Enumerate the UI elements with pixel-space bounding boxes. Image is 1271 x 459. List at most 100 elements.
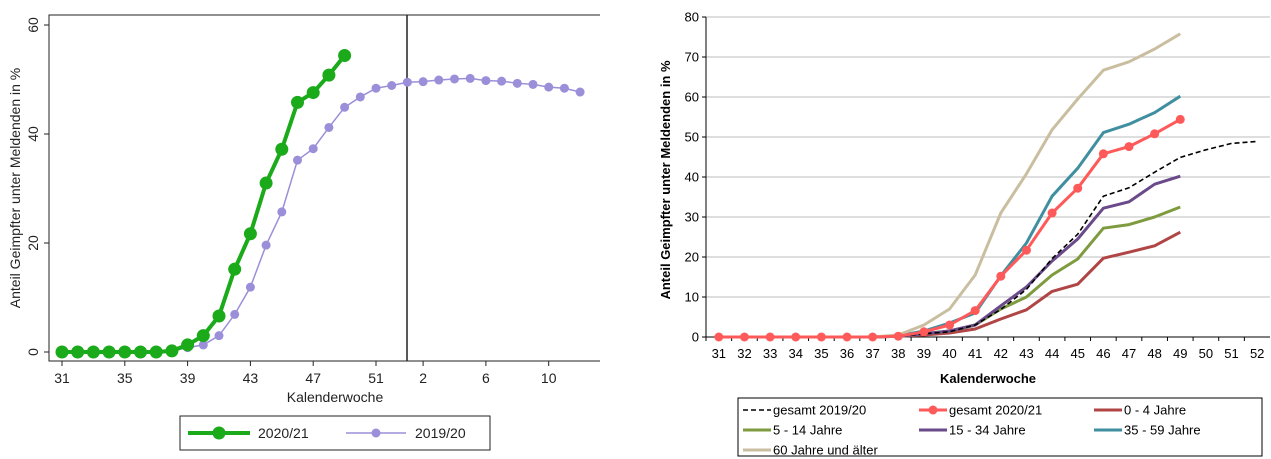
data-point-2020-21 <box>55 345 69 359</box>
data-point-gesamt-2020-21 <box>996 271 1006 281</box>
right-y-axis-title: Anteil Geimpfter unter Meldenden in % <box>658 60 673 300</box>
right-x-tick-label: 34 <box>788 346 802 361</box>
right-x-tick-label: 43 <box>1019 346 1033 361</box>
data-point-2020-21 <box>134 345 147 359</box>
data-point-gesamt-2020-21 <box>1175 114 1185 124</box>
data-point-2020-21 <box>291 95 304 109</box>
left-x-tick-label: 51 <box>368 370 384 386</box>
right-x-tick-label: 31 <box>712 346 726 361</box>
right-grid <box>705 16 1270 338</box>
data-point-gesamt-2020-21 <box>868 332 878 342</box>
right-y-tick-label: 20 <box>685 250 699 265</box>
right-y-tick-label: 70 <box>685 50 699 65</box>
data-point-gesamt-2020-21 <box>1098 149 1108 159</box>
data-point-gesamt-2020-21 <box>791 332 801 342</box>
left-legend: 2020/21 2019/20 <box>188 425 466 441</box>
right-x-tick-label: 40 <box>942 346 956 361</box>
data-point-2020-21 <box>196 329 210 343</box>
data-point-gesamt-2020-21 <box>1021 245 1031 255</box>
data-point-gesamt-2020-21 <box>714 332 724 342</box>
right-y-tick-label: 40 <box>685 170 699 185</box>
right-y-tick-label: 80 <box>685 10 699 25</box>
data-point-gesamt-2020-21 <box>970 306 980 316</box>
data-point-2020-21 <box>86 345 100 359</box>
right-legend-marker <box>928 405 938 415</box>
data-point-2019-20 <box>230 309 240 319</box>
right-x-axis: 31 32 33 34 35 36 37 38 39 40 41 42 43 44 45 46 47 48 49 50… <box>705 337 1264 361</box>
right-x-tick-label: 39 <box>917 346 931 361</box>
right-x-tick-label: 50 <box>1199 346 1213 361</box>
data-point-2020-21 <box>181 338 195 352</box>
right-y-tick-label: 0 <box>692 330 699 345</box>
left-x-axis: 31 35 39 43 47 51 2 6 10 <box>54 361 557 386</box>
data-point-gesamt-2020-21 <box>1047 208 1057 218</box>
left-x-tick-label: 10 <box>541 370 557 386</box>
data-point-2020-21 <box>322 68 336 82</box>
data-point-2019-20 <box>481 76 491 86</box>
data-point-2019-20 <box>387 80 397 90</box>
right-x-tick-label: 35 <box>814 346 828 361</box>
data-point-2020-21 <box>243 227 257 241</box>
left-y-axis-title: Anteil Geimpfter unter Meldenden in % <box>7 68 23 308</box>
right-legend-label: 5 - 14 Jahre <box>773 423 842 438</box>
left-chart: 0 20 40 60 31 35 39 43 47 51 2 6 10 Kalenderwoche A… <box>7 14 600 451</box>
left-y-tick-label: 60 <box>25 17 41 33</box>
right-series-group <box>714 32 1258 342</box>
right-x-tick-label: 37 <box>865 346 879 361</box>
data-point-2020-21 <box>165 344 179 358</box>
data-point-2019-20 <box>308 144 318 154</box>
left-legend-swatch-marker <box>371 428 381 438</box>
right-x-tick-label: 47 <box>1122 346 1136 361</box>
data-point-2020-21 <box>212 309 226 323</box>
right-x-tick-label: 48 <box>1147 346 1161 361</box>
right-x-tick-label: 52 <box>1250 346 1264 361</box>
data-point-2020-21 <box>149 345 163 359</box>
data-point-gesamt-2020-21 <box>1124 142 1134 152</box>
data-point-gesamt-2020-21 <box>1150 129 1160 139</box>
right-x-tick-label: 33 <box>763 346 777 361</box>
data-point-2019-20 <box>544 82 554 92</box>
data-point-2019-20 <box>293 155 302 165</box>
left-legend-label: 2020/21 <box>258 425 309 441</box>
data-point-2019-20 <box>465 73 475 83</box>
data-point-2019-20 <box>245 282 255 292</box>
left-legend-label: 2019/20 <box>415 425 466 441</box>
data-point-2020-21 <box>118 345 132 359</box>
right-y-tick-label: 60 <box>685 90 699 105</box>
left-x-axis-title: Kalenderwoche <box>287 389 384 405</box>
data-point-2020-21 <box>102 345 116 359</box>
data-point-2019-20 <box>355 92 365 102</box>
data-point-gesamt-2020-21 <box>739 332 749 342</box>
left-y-tick-label: 20 <box>25 235 41 251</box>
series-line-5-14-jahre <box>718 205 1181 339</box>
data-point-2019-20 <box>418 77 428 87</box>
data-point-gesamt-2020-21 <box>1073 183 1083 193</box>
data-point-2020-21 <box>228 262 242 276</box>
right-x-tick-label: 38 <box>891 346 905 361</box>
right-y-axis: 0 10 20 30 40 50 60 70 80 <box>685 10 706 345</box>
right-y-tick-label: 50 <box>685 130 699 145</box>
right-y-tick-label: 30 <box>685 210 699 225</box>
right-legend: gesamt 2019/20 gesamt 2020/21 0 - 4 Jahre 5… <box>743 403 1201 458</box>
data-point-2020-21 <box>275 142 289 156</box>
right-x-tick-label: 45 <box>1070 346 1084 361</box>
left-x-tick-label: 39 <box>180 370 196 386</box>
series-line-60-jahre-und-lter <box>718 32 1182 339</box>
left-y-axis: 0 20 40 60 <box>25 17 49 356</box>
right-x-tick-label: 51 <box>1224 346 1238 361</box>
data-point-2019-20 <box>512 78 522 88</box>
right-x-axis-title: Kalenderwoche <box>940 371 1036 386</box>
left-x-tick-label: 2 <box>419 370 427 386</box>
data-point-2019-20 <box>214 331 224 341</box>
data-point-gesamt-2020-21 <box>893 331 903 341</box>
right-x-tick-label: 42 <box>994 346 1008 361</box>
data-point-gesamt-2020-21 <box>816 332 826 342</box>
left-x-tick-label: 47 <box>305 370 321 386</box>
data-point-2019-20 <box>402 77 412 87</box>
left-y-tick-label: 0 <box>25 348 41 356</box>
right-legend-label: 0 - 4 Jahre <box>1124 403 1186 418</box>
right-y-tick-label: 10 <box>685 290 699 305</box>
data-point-gesamt-2020-21 <box>842 332 852 342</box>
data-point-gesamt-2020-21 <box>919 327 929 337</box>
data-point-2019-20 <box>528 79 538 89</box>
